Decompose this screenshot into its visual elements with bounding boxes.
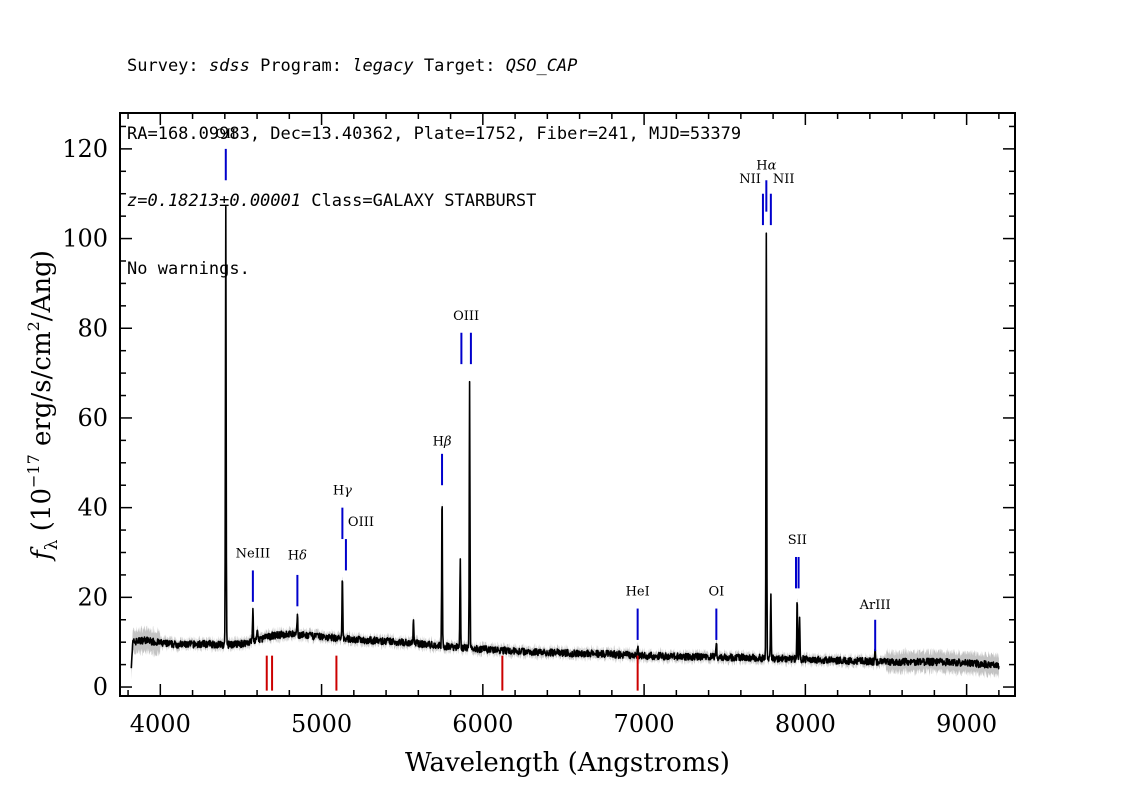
line-marker-ariii-13: ArIII xyxy=(859,598,891,652)
y-tick-label-80: 80 xyxy=(77,314,108,342)
y-tick-label-20: 20 xyxy=(77,583,108,611)
line-label-3: Hγ xyxy=(333,484,352,499)
spectrum-line xyxy=(130,205,1000,670)
target-value: QSO_CAP xyxy=(505,56,578,76)
redshift-value: z=0.18213±0.00001 xyxy=(127,191,301,211)
line-marker-oii-0: OII xyxy=(215,127,236,181)
line-label-9: Hα xyxy=(756,159,776,174)
x-tick-label-5000: 5000 xyxy=(291,710,352,738)
line-label-1: NeIII xyxy=(236,546,270,561)
y-axis-label: fλ (10−17 erg/s/cm2/Ang) xyxy=(24,250,62,562)
line-marker-hα-9: Hα xyxy=(756,159,777,212)
survey-value: sdss xyxy=(208,56,250,76)
line-marker-oi-8: OI xyxy=(708,585,724,640)
x-tick-label-8000: 8000 xyxy=(775,710,836,738)
x-tick-label-4000: 4000 xyxy=(130,710,191,738)
line-marker-hβ-5: Hβ xyxy=(433,434,452,486)
line-marker-oiii-6: OIII xyxy=(453,309,479,365)
line-marker-nii-10: NII xyxy=(739,172,764,226)
line-marker-hγ-3: Hγ xyxy=(333,484,352,540)
line-label-6: OIII xyxy=(453,309,479,324)
header-line-coordinates: RA=168.09983, Dec=13.40362, Plate=1752, … xyxy=(127,123,742,144)
line-label-8: OI xyxy=(708,585,724,600)
line-label-7: HeI xyxy=(626,585,650,600)
y-tick-label-40: 40 xyxy=(77,494,108,522)
x-tick-label-6000: 6000 xyxy=(452,710,513,738)
y-tick-label-0: 0 xyxy=(93,673,108,701)
x-axis-label: Wavelength (Angstroms) xyxy=(405,748,730,778)
y-tick-label-60: 60 xyxy=(77,404,108,432)
line-label-0: OII xyxy=(215,127,236,142)
y-tick-label-120: 120 xyxy=(62,135,108,163)
x-tick-label-7000: 7000 xyxy=(614,710,675,738)
header-line-redshift: z=0.18213±0.00001 Class=GALAXY STARBURST xyxy=(127,190,741,213)
spectrum-header: Survey: sdss Program: legacy Target: QSO… xyxy=(127,10,741,303)
line-marker-oiii-4: OIII xyxy=(344,515,374,571)
line-label-11: NII xyxy=(773,172,795,187)
line-label-12: SII xyxy=(788,533,807,548)
y-tick-label-100: 100 xyxy=(62,225,108,253)
line-marker-nii-11: NII xyxy=(769,172,795,226)
line-label-4: OIII xyxy=(348,515,374,530)
line-marker-neiii-1: NeIII xyxy=(236,546,270,602)
line-marker-hei-7: HeI xyxy=(626,585,650,640)
line-marker-sii-12: SII xyxy=(788,533,807,589)
header-line-survey: Survey: sdss Program: legacy Target: QSO… xyxy=(127,56,578,76)
line-marker-hδ-2: Hδ xyxy=(288,549,307,607)
x-tick-label-9000: 9000 xyxy=(936,710,997,738)
class-value: Class=GALAXY STARBURST xyxy=(301,191,537,211)
line-label-10: NII xyxy=(739,172,761,187)
plot-frame xyxy=(119,112,1016,697)
header-line-warnings: No warnings. xyxy=(127,258,250,279)
line-label-2: Hδ xyxy=(288,549,307,564)
line-label-5: Hβ xyxy=(433,434,452,449)
line-label-13: ArIII xyxy=(859,598,891,613)
program-value: legacy xyxy=(352,56,414,76)
